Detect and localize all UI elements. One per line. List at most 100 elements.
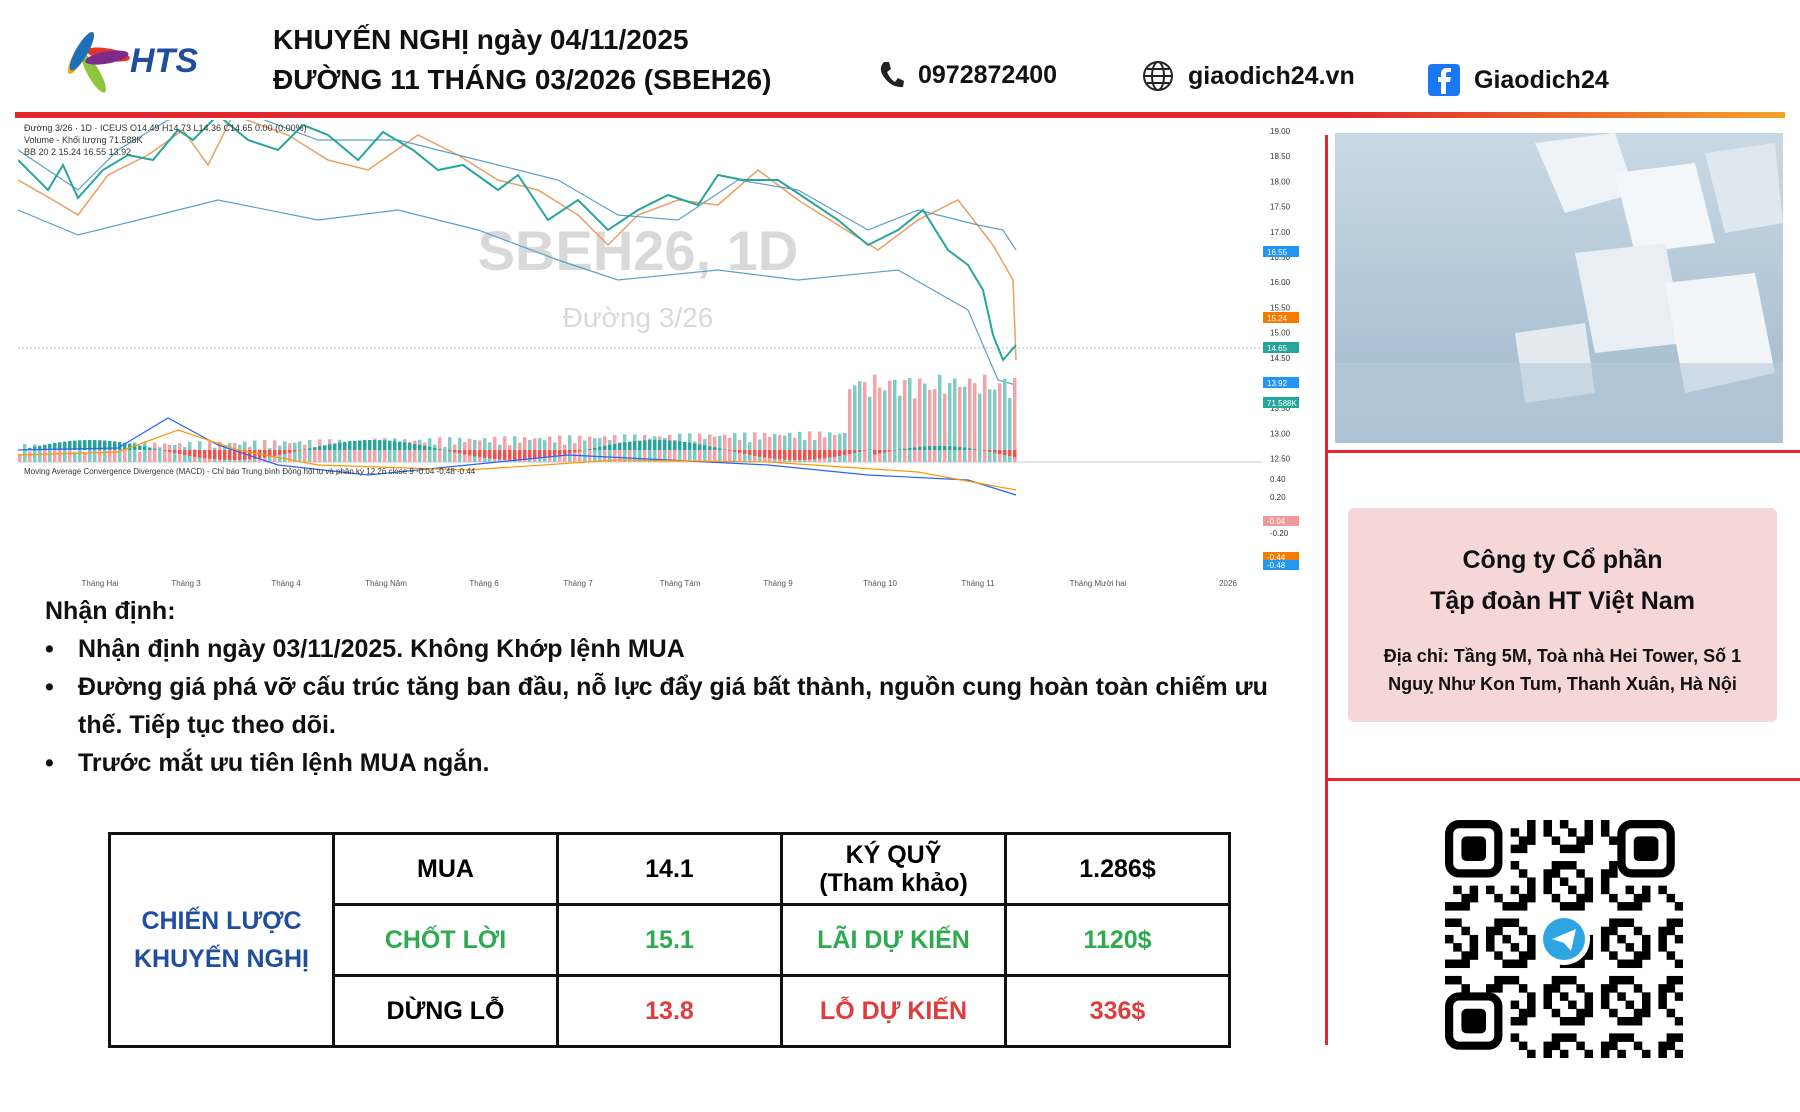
macd-deco (368, 440, 372, 450)
macd-deco (78, 440, 82, 450)
qr-module (1453, 885, 1462, 895)
brand: HTS (130, 42, 198, 80)
qr-module (1674, 992, 1683, 1001)
macd-deco (708, 446, 712, 450)
vol-deco (628, 443, 632, 462)
macd-deco (578, 450, 582, 452)
macd-badge-text: -0.44 (1267, 553, 1286, 562)
qr-module (1551, 1041, 1561, 1051)
macd-deco (663, 440, 667, 450)
price-badge-text: 16.55 (1267, 248, 1288, 257)
macd-deco (278, 450, 282, 455)
qr-module (1486, 984, 1495, 993)
qr-module (1641, 943, 1651, 952)
qr-module (1502, 918, 1511, 927)
qr-module (1609, 869, 1618, 878)
qr-module (1445, 959, 1454, 969)
vol-deco (383, 438, 387, 462)
bullet-text: Trước mắt ưu tiên lệnh MUA ngắn. (78, 749, 490, 777)
qr-module (1641, 893, 1651, 903)
vol-deco (358, 442, 362, 462)
vol-deco (848, 389, 852, 462)
phone-icon (880, 62, 904, 88)
qr-module (1518, 1041, 1528, 1051)
price-badge (1263, 377, 1299, 388)
price-badge (1263, 397, 1299, 408)
macd-deco (298, 450, 302, 451)
macd-deco (253, 450, 257, 459)
qr-module (1609, 975, 1618, 985)
qr-module (1518, 926, 1528, 936)
qr-module (1518, 1016, 1528, 1026)
vol-deco (423, 442, 427, 462)
qr-module (1617, 1049, 1626, 1058)
vol-deco (998, 383, 1002, 462)
vol-deco (378, 447, 382, 462)
qr-module (1600, 992, 1610, 1001)
qr-module (1568, 885, 1577, 895)
company-name: Công ty Cổ phần Tập đoàn HT Việt Nam (1430, 546, 1695, 615)
qr-module (1625, 885, 1635, 895)
qr-module (1633, 1008, 1643, 1018)
qr-finder (1617, 820, 1675, 878)
title-line2: ĐƯỜNG 11 THÁNG 03/2026 (SBEH26) (273, 64, 772, 95)
qr-module (1674, 934, 1683, 944)
vol-deco (78, 443, 82, 462)
vol-deco (503, 436, 507, 462)
qr-module (1469, 885, 1479, 895)
vol-deco (768, 436, 772, 462)
macd-deco (903, 448, 907, 450)
vol-deco (338, 439, 342, 462)
qr-module (1469, 943, 1479, 952)
qr-module (1543, 820, 1552, 829)
macd-deco (458, 450, 462, 454)
vol-deco (898, 395, 902, 462)
macd-deco (923, 446, 927, 450)
macd-deco (208, 450, 212, 459)
macd-deco (63, 441, 67, 450)
vol-deco (883, 390, 887, 462)
macd-deco (833, 450, 837, 457)
qr-module (1494, 893, 1503, 903)
month-label: Tháng 4 (271, 579, 301, 588)
vol-deco (308, 440, 312, 462)
macd-deco (348, 441, 352, 450)
qr-module (1641, 934, 1651, 944)
month-label: Tháng 3 (171, 579, 201, 588)
cell: CHỐT LỜI (332, 903, 559, 977)
qr-module (1584, 951, 1594, 960)
qr-module (1568, 861, 1577, 870)
macd-deco (633, 441, 637, 450)
macd-deco (668, 440, 672, 450)
vol-deco (433, 444, 437, 462)
phone: 0972872400 (878, 60, 1057, 90)
vol-deco (973, 383, 977, 462)
macd-deco (53, 442, 57, 450)
vol-deco (828, 432, 832, 462)
qr-module (1609, 861, 1618, 870)
month-label: Tháng 10 (863, 579, 897, 588)
macd-deco (293, 450, 297, 452)
macd-deco (178, 450, 182, 455)
vol-deco (413, 440, 417, 462)
vol-deco (903, 380, 907, 462)
vol-deco (608, 440, 612, 462)
macd-deco (638, 440, 642, 450)
vol-deco (493, 436, 497, 462)
vol-deco (943, 393, 947, 462)
qr-module (1551, 869, 1561, 878)
qr-module (1617, 975, 1626, 985)
macd-deco (933, 446, 937, 450)
chart-legend: Đường 3/26 · 1D · ICEUS O14.49 H14.73 L1… (24, 123, 307, 133)
qr-module (1527, 1008, 1536, 1018)
vol-deco (823, 437, 827, 462)
macd-deco (38, 445, 42, 450)
vol-deco (408, 441, 412, 462)
macd-deco (688, 442, 692, 450)
vol-deco (323, 448, 327, 462)
macd-deco (388, 440, 392, 450)
qr-module (1666, 984, 1676, 993)
macd-deco (483, 450, 487, 458)
qr-module (1543, 869, 1552, 878)
macd-deco (738, 450, 742, 453)
